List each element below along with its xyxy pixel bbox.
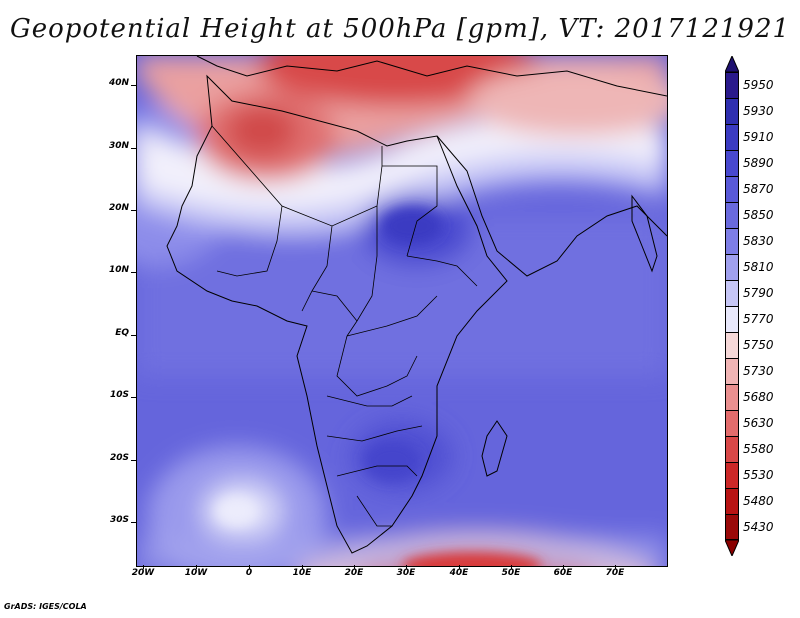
colorbar-segment bbox=[725, 306, 739, 332]
coastline-arabia bbox=[436, 135, 667, 277]
colorbar-segment bbox=[725, 514, 739, 540]
lon-label-20w: 20W bbox=[131, 568, 155, 578]
colorbar-segment bbox=[725, 280, 739, 306]
colorbar-label: 5810 bbox=[743, 260, 774, 274]
lat-label-40n: 40N bbox=[108, 78, 129, 88]
colorbar-segment bbox=[725, 150, 739, 176]
colorbar-segment bbox=[725, 358, 739, 384]
colorbar-segment bbox=[725, 72, 739, 98]
coastline-india bbox=[631, 194, 658, 273]
coastline-europe bbox=[196, 56, 667, 97]
lat-tick bbox=[131, 522, 136, 523]
up-triangle-icon bbox=[725, 56, 739, 72]
lon-tick bbox=[615, 565, 616, 569]
lat-label-10s: 10S bbox=[109, 390, 129, 400]
colorbar-label: 5530 bbox=[743, 468, 774, 482]
colorbar-label: 5730 bbox=[743, 364, 774, 378]
country-borders bbox=[211, 125, 478, 527]
lon-tick bbox=[249, 565, 250, 569]
colorbar-segment bbox=[725, 124, 739, 150]
coastline-africa bbox=[166, 56, 667, 554]
lat-tick bbox=[131, 335, 136, 336]
lon-label-50e: 50E bbox=[501, 568, 521, 578]
height-field-svg bbox=[137, 56, 667, 566]
lat-label-30n: 30N bbox=[108, 141, 129, 151]
colorbar-segment bbox=[725, 488, 739, 514]
lon-tick bbox=[459, 565, 460, 569]
lat-tick bbox=[131, 148, 136, 149]
lon-label-70e: 70E bbox=[605, 568, 625, 578]
colorbar-label: 5870 bbox=[743, 182, 774, 196]
colorbar-segment bbox=[725, 254, 739, 280]
lon-label-10e: 10E bbox=[292, 568, 312, 578]
lon-tick bbox=[196, 565, 197, 569]
colorbar-segment bbox=[725, 436, 739, 462]
lon-tick bbox=[406, 565, 407, 569]
lon-label-40e: 40E bbox=[449, 568, 469, 578]
colorbar-label: 5850 bbox=[743, 208, 774, 222]
colorbar-label: 5830 bbox=[743, 234, 774, 248]
colorbar-segment bbox=[725, 384, 739, 410]
lat-label-eq: EQ bbox=[115, 328, 129, 338]
lat-tick bbox=[131, 460, 136, 461]
lat-tick bbox=[131, 210, 136, 211]
lon-label-0: 0 bbox=[245, 568, 253, 578]
colorbar-segment bbox=[725, 332, 739, 358]
colorbar-label: 5890 bbox=[743, 156, 774, 170]
map-panel bbox=[136, 55, 668, 567]
colorbar-label: 5910 bbox=[743, 130, 774, 144]
lat-tick bbox=[131, 85, 136, 86]
colorbar-segment bbox=[725, 410, 739, 436]
colorbar-label: 5770 bbox=[743, 312, 774, 326]
colorbar-label: 5430 bbox=[743, 520, 774, 534]
lon-label-10w: 10W bbox=[184, 568, 208, 578]
lon-tick bbox=[302, 565, 303, 569]
colorbar-label: 5480 bbox=[743, 494, 774, 508]
colorbar-label: 5680 bbox=[743, 390, 774, 404]
colorbar-label: 5790 bbox=[743, 286, 774, 300]
lat-label-20s: 20S bbox=[109, 453, 129, 463]
colorbar-segment bbox=[725, 202, 739, 228]
lon-tick bbox=[354, 565, 355, 569]
lon-tick bbox=[511, 565, 512, 569]
colorbar-segment bbox=[725, 176, 739, 202]
colorbar-label: 5750 bbox=[743, 338, 774, 352]
down-triangle-icon bbox=[725, 540, 739, 556]
credit-text: GrADS: IGES/COLA bbox=[4, 602, 87, 611]
lat-label-30s: 30S bbox=[109, 515, 129, 525]
coastline-madagascar bbox=[481, 420, 508, 477]
lon-label-20e: 20E bbox=[344, 568, 364, 578]
colorbar-label: 5580 bbox=[743, 442, 774, 456]
lon-tick bbox=[143, 565, 144, 569]
colorbar-label: 5630 bbox=[743, 416, 774, 430]
lat-tick bbox=[131, 397, 136, 398]
colorbar-label: 5950 bbox=[743, 78, 774, 92]
map-title: Geopotential Height at 500hPa [gpm], VT:… bbox=[9, 14, 791, 44]
colorbar-label: 5930 bbox=[743, 104, 774, 118]
colorbar-segment bbox=[725, 228, 739, 254]
colorbar-segment bbox=[725, 462, 739, 488]
lat-tick bbox=[131, 272, 136, 273]
lat-label-10n: 10N bbox=[108, 265, 129, 275]
lon-label-30e: 30E bbox=[396, 568, 416, 578]
lon-label-60e: 60E bbox=[553, 568, 573, 578]
colorbar-segment bbox=[725, 98, 739, 124]
lon-tick bbox=[563, 565, 564, 569]
lat-label-20n: 20N bbox=[108, 203, 129, 213]
